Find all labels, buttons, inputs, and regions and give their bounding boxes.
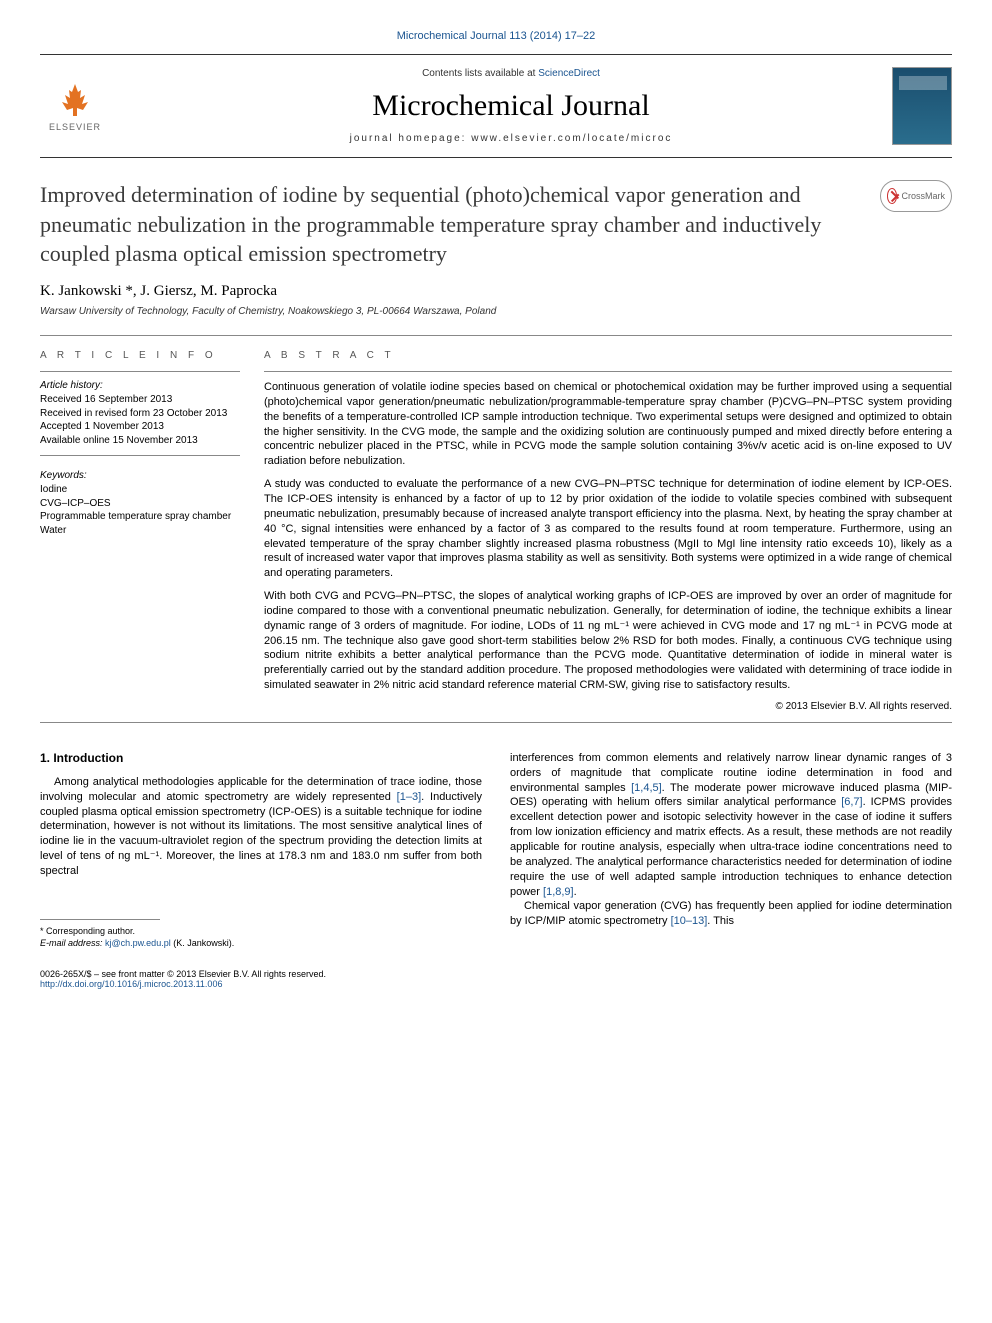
history-accepted: Accepted 1 November 2013 — [40, 420, 240, 434]
citation-ref[interactable]: [1,8,9] — [543, 886, 574, 898]
abstract-label: A B S T R A C T — [264, 350, 952, 361]
journal-name: Microchemical Journal — [130, 89, 892, 123]
keyword: Water — [40, 524, 240, 538]
abstract-column: A B S T R A C T Continuous generation of… — [264, 350, 952, 712]
history-received: Received 16 September 2013 — [40, 393, 240, 407]
body-paragraph: Among analytical methodologies applicabl… — [40, 775, 482, 879]
keywords-title: Keywords: — [40, 470, 240, 481]
history-title: Article history: — [40, 380, 240, 391]
body-paragraph: interferences from common elements and r… — [510, 751, 952, 899]
meta-row: A R T I C L E I N F O Article history: R… — [40, 350, 952, 712]
journal-citation-link[interactable]: Microchemical Journal 113 (2014) 17–22 — [397, 30, 596, 42]
article-info-column: A R T I C L E I N F O Article history: R… — [40, 350, 240, 712]
publisher-logo: ELSEVIER — [40, 71, 110, 141]
crossmark-label: CrossMark — [901, 191, 945, 201]
affiliation: Warsaw University of Technology, Faculty… — [40, 306, 952, 317]
crossmark-badge[interactable]: CrossMark — [880, 180, 952, 212]
publisher-name: ELSEVIER — [49, 122, 101, 132]
citation-ref[interactable]: [1,4,5] — [631, 782, 662, 794]
copyright: © 2013 Elsevier B.V. All rights reserved… — [264, 701, 952, 712]
divider — [40, 371, 240, 372]
keyword: Programmable temperature spray chamber — [40, 510, 240, 524]
header-center: Contents lists available at ScienceDirec… — [130, 68, 892, 144]
sciencedirect-link[interactable]: ScienceDirect — [538, 68, 600, 79]
crossmark-icon — [887, 188, 897, 204]
journal-homepage: journal homepage: www.elsevier.com/locat… — [130, 133, 892, 144]
divider — [40, 455, 240, 456]
journal-header: ELSEVIER Contents lists available at Sci… — [40, 54, 952, 158]
email-footnote: E-mail address: kj@ch.pw.edu.pl (K. Jank… — [40, 938, 482, 950]
keyword: Iodine — [40, 483, 240, 497]
front-matter: 0026-265X/$ – see front matter © 2013 El… — [40, 969, 326, 989]
footnote-divider — [40, 919, 160, 920]
history-online: Available online 15 November 2013 — [40, 434, 240, 448]
history-revised: Received in revised form 23 October 2013 — [40, 407, 240, 421]
abstract-paragraph: A study was conducted to evaluate the pe… — [264, 477, 952, 581]
abstract-paragraph: Continuous generation of volatile iodine… — [264, 380, 952, 469]
article-info-label: A R T I C L E I N F O — [40, 350, 240, 361]
journal-citation: Microchemical Journal 113 (2014) 17–22 — [40, 30, 952, 42]
citation-ref[interactable]: [1–3] — [397, 791, 421, 803]
divider — [40, 722, 952, 723]
journal-cover-thumbnail — [892, 67, 952, 145]
doi-link[interactable]: http://dx.doi.org/10.1016/j.microc.2013.… — [40, 979, 222, 989]
citation-ref[interactable]: [6,7] — [841, 796, 862, 808]
authors: K. Jankowski *, J. Giersz, M. Paprocka — [40, 283, 952, 300]
keyword: CVG–ICP–OES — [40, 497, 240, 511]
email-link[interactable]: kj@ch.pw.edu.pl — [105, 938, 171, 948]
divider — [264, 371, 952, 372]
elsevier-tree-icon — [55, 80, 95, 120]
bottom-bar: 0026-265X/$ – see front matter © 2013 El… — [40, 969, 952, 989]
left-column: 1. Introduction Among analytical methodo… — [40, 751, 482, 949]
citation-ref[interactable]: [10–13] — [671, 915, 708, 927]
corresponding-footnote: * Corresponding author. — [40, 926, 482, 938]
contents-line: Contents lists available at ScienceDirec… — [130, 68, 892, 79]
section-heading: 1. Introduction — [40, 751, 482, 765]
body-paragraph: Chemical vapor generation (CVG) has freq… — [510, 899, 952, 929]
abstract-paragraph: With both CVG and PCVG–PN–PTSC, the slop… — [264, 589, 952, 693]
body-columns: 1. Introduction Among analytical methodo… — [40, 751, 952, 949]
right-column: interferences from common elements and r… — [510, 751, 952, 949]
title-row: Improved determination of iodine by sequ… — [40, 180, 952, 269]
paper-title: Improved determination of iodine by sequ… — [40, 180, 880, 269]
divider — [40, 335, 952, 336]
